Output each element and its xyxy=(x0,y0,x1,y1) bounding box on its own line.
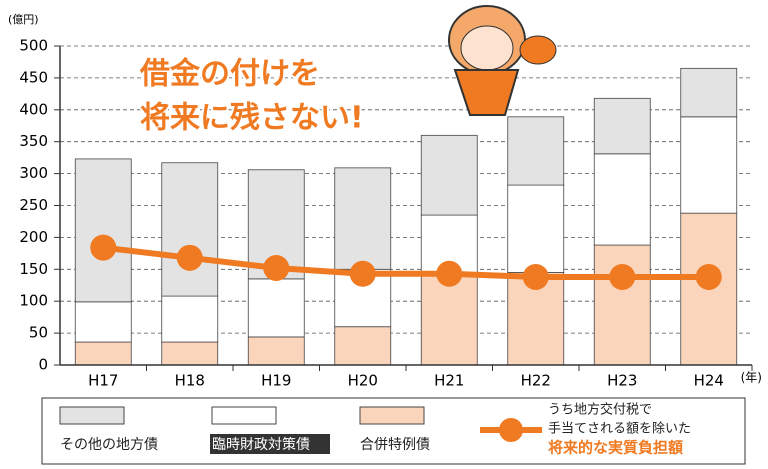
y-tick-label: 0 xyxy=(38,356,48,374)
unit-label: (億円) xyxy=(8,13,39,26)
annotation: 将来に残さない! xyxy=(140,101,364,136)
bar-segment xyxy=(74,341,132,366)
bar-segment xyxy=(593,97,651,155)
bar-segment xyxy=(247,278,305,338)
legend-swatch xyxy=(359,406,425,425)
bar-segment xyxy=(593,244,651,366)
bar-segment xyxy=(161,162,219,297)
line-marker xyxy=(263,255,290,282)
y-tick-label: 300 xyxy=(19,164,48,182)
legend-marker xyxy=(499,418,523,442)
y-tick-label: 500 xyxy=(19,37,48,55)
legend-swatch xyxy=(211,406,277,425)
legend-label: その他の地方債 xyxy=(60,437,158,453)
legend-label: 合併特例債 xyxy=(360,437,430,453)
bar-segment xyxy=(507,184,565,273)
x-tick-label: H24 xyxy=(694,372,724,390)
y-tick-label: 200 xyxy=(19,228,48,246)
line-marker xyxy=(90,234,117,261)
line-marker xyxy=(695,263,722,290)
legend-label: 手当てされる額を除いた xyxy=(548,422,691,437)
legend-label: うち地方交付税で xyxy=(548,402,652,418)
mascot xyxy=(448,5,557,116)
bar-segment xyxy=(247,336,305,366)
y-tick-label: 450 xyxy=(19,68,48,86)
bar-segment xyxy=(680,116,738,214)
bar-segment xyxy=(420,272,478,366)
line-marker xyxy=(522,263,549,290)
annotation: 借金の付けを xyxy=(139,57,320,92)
legend-swatch xyxy=(59,406,125,425)
bar-segment xyxy=(161,341,219,366)
bar-segment xyxy=(161,295,219,343)
y-tick-label: 400 xyxy=(19,100,48,118)
y-tick-label: 150 xyxy=(19,260,48,278)
bar-segment xyxy=(74,301,132,343)
x-axis-label: (年) xyxy=(741,371,762,385)
x-tick-label: H20 xyxy=(348,372,378,390)
bar-segment xyxy=(334,167,392,270)
line xyxy=(102,244,709,280)
x-tick-label: H19 xyxy=(261,372,291,390)
y-tick-label: 50 xyxy=(29,324,48,342)
bar-segment xyxy=(680,67,738,118)
line-marker xyxy=(609,263,636,290)
legend-label: 将来的な実質負担額 xyxy=(548,439,683,457)
x-tick-label: H23 xyxy=(607,372,637,390)
line-marker xyxy=(176,244,203,271)
bar-segment xyxy=(334,326,392,366)
y-tick-label: 250 xyxy=(19,196,48,214)
bar-segment xyxy=(593,153,651,246)
legend-label-bg xyxy=(210,434,330,454)
line-marker xyxy=(436,260,463,287)
bar-segment xyxy=(507,116,565,186)
y-tick-label: 350 xyxy=(19,132,48,150)
x-tick-label: H17 xyxy=(88,372,118,390)
bar-segment xyxy=(420,134,478,216)
legend-label: 臨時財政対策債 xyxy=(212,436,310,453)
y-tick-label: 100 xyxy=(19,292,48,310)
x-tick-label: H18 xyxy=(175,372,205,390)
x-tick-label: H22 xyxy=(521,372,551,390)
line-marker xyxy=(349,260,376,287)
bar-segment xyxy=(74,158,132,303)
x-tick-label: H21 xyxy=(434,372,464,390)
